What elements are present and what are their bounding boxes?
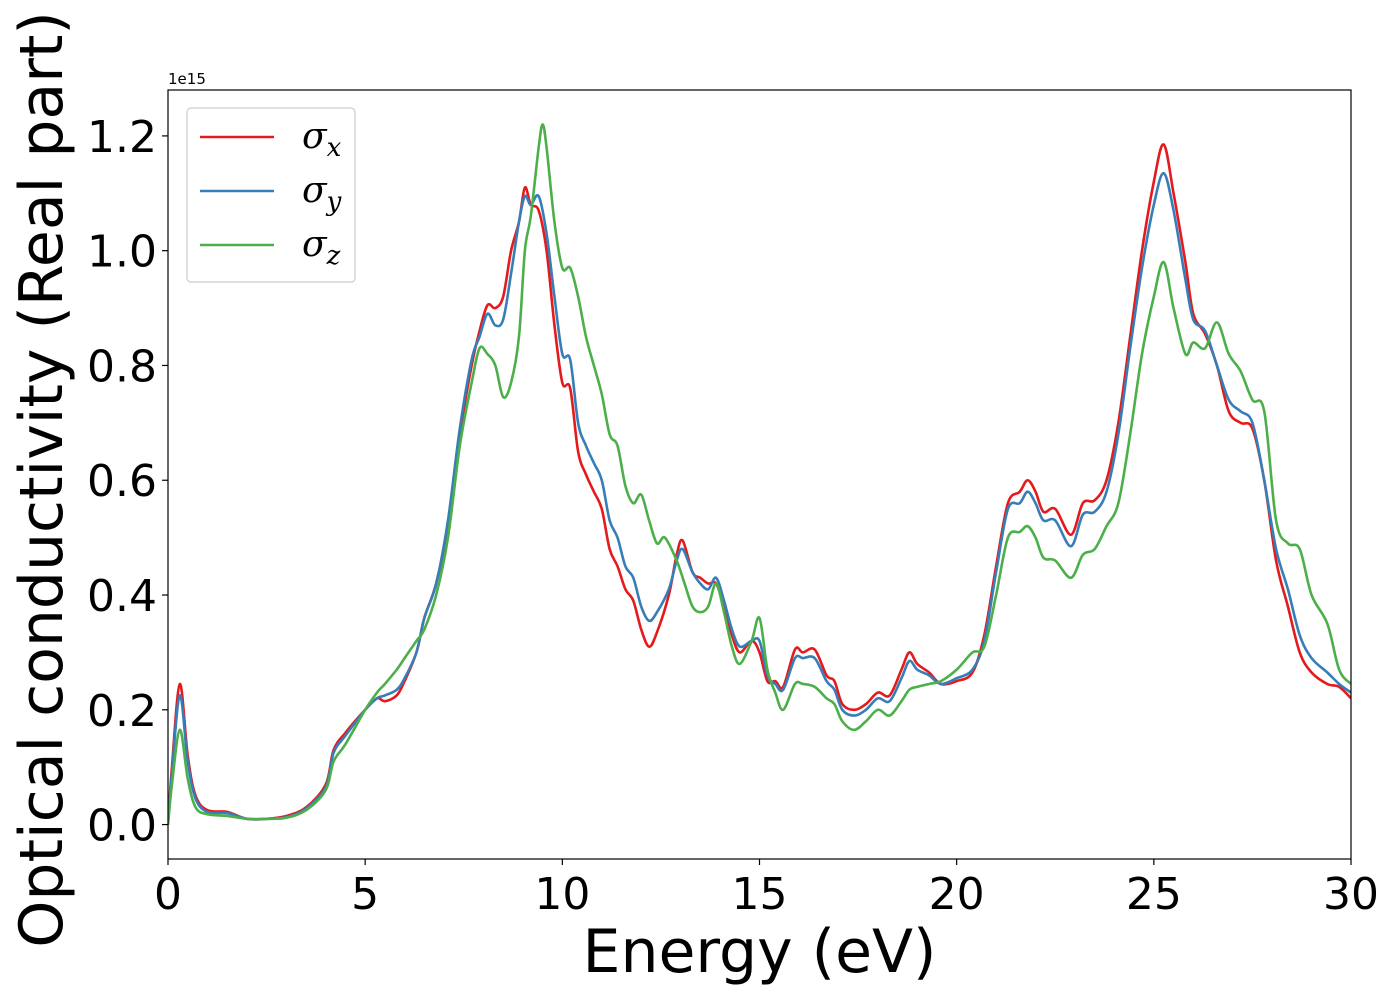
y-tick-label: 0.8 — [87, 341, 157, 392]
y-axis-ticks: 0.0 0.2 0.4 0.6 0.8 1.0 1.2 — [87, 112, 168, 852]
legend: σx σy σz — [186, 107, 356, 283]
x-tick-label: 5 — [351, 869, 379, 920]
legend-label-x: σx — [302, 116, 342, 163]
y-axis-label: Optical conductivity (Real part) — [7, 11, 77, 948]
legend-box — [186, 107, 356, 283]
series-line-z — [168, 123, 1351, 825]
x-tick-label: 25 — [1126, 869, 1182, 920]
y-tick-label: 0.0 — [87, 801, 157, 852]
series-line-y — [168, 171, 1351, 825]
x-tick-label: 20 — [929, 869, 985, 920]
x-tick-label: 0 — [154, 869, 182, 920]
x-tick-label: 30 — [1323, 869, 1379, 920]
x-tick-label: 10 — [534, 869, 590, 920]
y-tick-label: 1.0 — [87, 227, 157, 278]
legend-label-y: σy — [302, 170, 342, 217]
y-tick-label: 0.6 — [87, 456, 157, 507]
legend-label-z: σz — [302, 224, 341, 271]
x-axis-ticks: 0 5 10 15 20 25 30 — [154, 859, 1379, 920]
y-tick-label: 0.2 — [87, 686, 157, 737]
y-offset-label: 1e15 — [168, 70, 206, 88]
x-axis-label: Energy (eV) — [583, 917, 937, 987]
y-tick-label: 0.4 — [87, 571, 157, 622]
y-tick-label: 1.2 — [87, 112, 157, 163]
x-tick-label: 15 — [732, 869, 788, 920]
series-layer — [168, 123, 1351, 825]
